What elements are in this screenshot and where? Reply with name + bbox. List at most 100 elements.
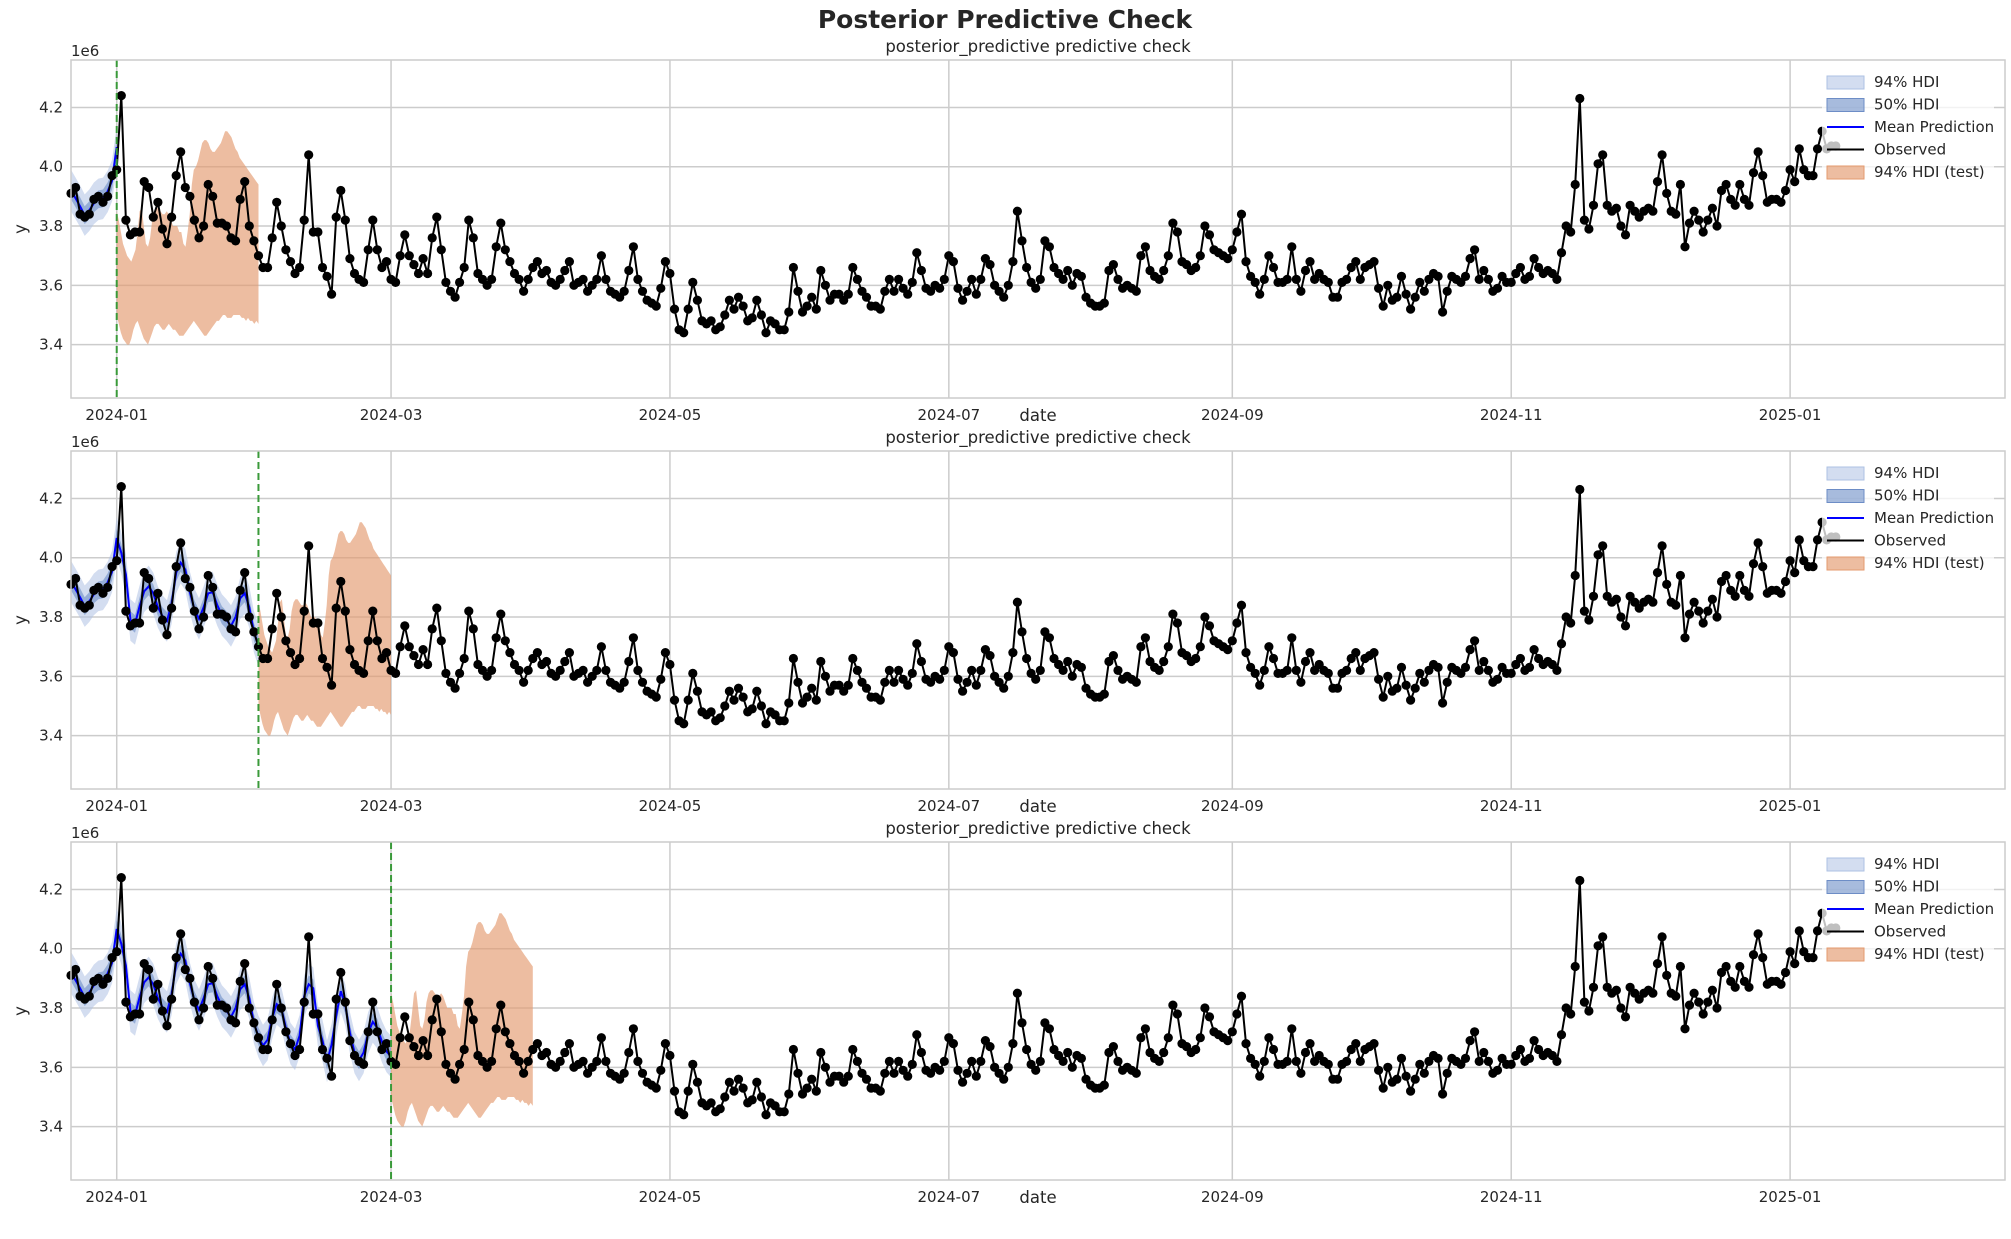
panel-2-observed-point [1748, 559, 1759, 569]
panel-1-observed-point [1611, 203, 1621, 213]
panel-2-x-tick-label: 2024-11 [1480, 797, 1543, 815]
panel-1-observed-point [688, 277, 698, 287]
panel-1-observed-point [1812, 144, 1823, 154]
panel-2-observed-point [1515, 653, 1525, 664]
panel-3-observed-point [903, 1071, 913, 1081]
panel-1-observed-point [669, 304, 680, 314]
panel-2-observed-point [875, 695, 885, 705]
panel-3-observed-point [135, 1009, 145, 1019]
panel-2-observed-point [692, 686, 703, 696]
panel-2-observed-point [788, 653, 799, 664]
panel-1-observed-point [1204, 230, 1215, 240]
panel-1-observed-point [601, 274, 611, 284]
panel-3-observed-point [267, 1015, 277, 1025]
panel-2-observed-point [1268, 653, 1279, 664]
panel-3-observed-point [1593, 941, 1603, 951]
panel-1-observed-point [167, 212, 177, 222]
panel-3-y-scale-label: 1e6 [71, 824, 99, 842]
legend-background [1822, 68, 1994, 191]
panel-1-observed-point [1044, 242, 1054, 252]
panel-1-observed-point [1730, 200, 1740, 210]
panel-2-observed-point [267, 624, 277, 634]
panel-3-observed-point [1652, 959, 1663, 969]
panel-3-observed-point [1671, 991, 1681, 1001]
panel-1-observed-point [1680, 242, 1690, 252]
panel-2-observed-point [1524, 662, 1535, 673]
panel-1-observed-point [1593, 159, 1603, 169]
panel-2-observed-point [752, 686, 762, 696]
figure-suptitle: Posterior Predictive Check [818, 5, 1194, 34]
panel-2-observed-point [368, 606, 378, 616]
panel-1-observed-point [733, 292, 744, 302]
panel-1-test-band-layer [116, 131, 259, 345]
panel-2-observed-point [633, 665, 643, 676]
panel-2-x-tick-label: 2024-01 [85, 797, 148, 815]
panel-3-hdi-test-band [391, 913, 533, 1127]
panel-2-observed-point [1355, 665, 1365, 676]
panel-2-legend: 94% HDI 50% HDI Mean Prediction Observed… [1822, 459, 1994, 582]
panel-2-observed-point [496, 609, 506, 619]
panel-1-observed-point [894, 274, 904, 284]
panel-2-observed-point [1305, 648, 1315, 658]
panel-3-observed-point [427, 1015, 437, 1025]
legend-swatch-hdi94 [1826, 466, 1865, 481]
panel-3-observed-point [71, 964, 81, 975]
panel-2-observed-point [802, 692, 812, 702]
panel-1-observed-point [505, 257, 515, 267]
legend-label-observed: Observed [1874, 141, 1946, 159]
panel-2-observed-point [1108, 651, 1118, 661]
panel-2-observed-point [418, 645, 428, 655]
panel-3-observed-point [669, 1086, 680, 1096]
panel-2-y-tick-label: 3.8 [39, 608, 63, 626]
panel-2-y-tick-label: 3.6 [39, 667, 63, 685]
panel-1-observed-point [1566, 227, 1576, 237]
panel-3-observed-point [1022, 1044, 1032, 1055]
panel-3-observed-point [633, 1056, 643, 1066]
panel-3-observed-point [1753, 929, 1763, 939]
panel-1-xlabel: date [1019, 406, 1056, 425]
panel-1-observed-point [848, 262, 858, 273]
panel-2-observed-point [967, 665, 977, 676]
panel-1-observed-point [381, 257, 392, 267]
panel-1-observed-point [1406, 304, 1416, 314]
panel-2-observed-point [1584, 615, 1594, 625]
panel-1-observed-point [1392, 292, 1402, 302]
panel-2-observed-point [1392, 683, 1402, 693]
panel-3-observed-point [276, 1003, 286, 1013]
panel-2-observed-point [395, 642, 405, 652]
panel-1-observed-point [1305, 257, 1315, 267]
legend-label-hdi-test: 94% HDI (test) [1874, 554, 1985, 572]
legend-label-observed: Observed [1874, 923, 1946, 941]
panel-2-observed-point [555, 665, 565, 676]
panel-2-observed-point [1067, 671, 1077, 681]
panel-3-observed-point [523, 1056, 533, 1066]
panel-1-observed-point [1474, 274, 1484, 284]
panel-1-observed-point [487, 274, 497, 284]
panel-3-observed-point [843, 1071, 853, 1081]
panel-2-observed-point [715, 713, 725, 723]
panel-3-observed-point [1662, 970, 1672, 981]
panel-3-observed-point [1689, 988, 1699, 998]
panel-2-observed-point [848, 653, 858, 664]
panel-2-observed-point [953, 674, 963, 684]
panel-3-observed-point [788, 1044, 799, 1055]
panel-3-observed-point [651, 1083, 661, 1093]
panel-3-observed-point [514, 1056, 524, 1066]
panel-2-observed-point [1470, 636, 1480, 646]
panel-2-observed-point [322, 662, 332, 673]
panel-3-observed-point [189, 997, 199, 1007]
panel-2-observed-point [1022, 653, 1032, 664]
panel-3-observed-point [436, 1027, 446, 1037]
panel-2-observed-point [912, 639, 922, 649]
panel-1-observed-point [912, 248, 922, 258]
panel-3-observed-point [285, 1039, 296, 1049]
panel-2-observed-point [1593, 550, 1603, 560]
panel-2-observed-point [1044, 633, 1054, 643]
panel-2-observed-point [167, 603, 177, 613]
panel-2-observed-point [208, 582, 218, 593]
panel-3-observed-point [1675, 961, 1685, 972]
panel-2-observed-point [1575, 484, 1585, 495]
panel-3-observed-point [1474, 1056, 1484, 1066]
panel-3-observed-point [1808, 953, 1818, 963]
panel-1-observed-point [816, 265, 826, 276]
